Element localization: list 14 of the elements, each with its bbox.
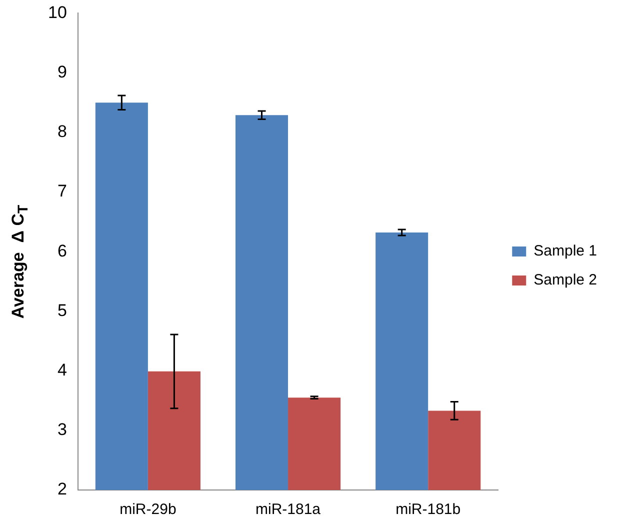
y-tick-label: 5 <box>57 300 67 320</box>
y-tick-label: 2 <box>57 480 67 499</box>
legend-label: Sample 2 <box>534 272 598 289</box>
y-tick-label: 9 <box>57 62 67 82</box>
legend-label: Sample 1 <box>534 242 598 260</box>
x-tick-label: miR-29b <box>120 501 176 518</box>
x-tick-label: miR-181a <box>256 501 322 518</box>
x-tick-label: miR-181b <box>396 501 461 518</box>
y-tick-label: 4 <box>57 360 67 380</box>
y-tick-label: 7 <box>57 182 67 201</box>
y-tick-label: 6 <box>57 241 67 260</box>
y-tick-label: 8 <box>57 122 67 142</box>
y-tick-label: 3 <box>57 420 67 440</box>
y-tick-label: 10 <box>48 2 67 22</box>
